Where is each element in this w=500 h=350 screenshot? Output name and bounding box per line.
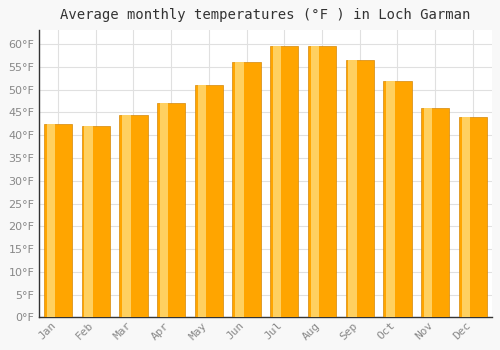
Bar: [346, 60, 374, 317]
Bar: [348, 60, 357, 317]
Bar: [236, 62, 244, 317]
Title: Average monthly temperatures (°F ) in Loch Garman: Average monthly temperatures (°F ) in Lo…: [60, 8, 470, 22]
Bar: [46, 124, 55, 317]
Bar: [384, 80, 411, 317]
Bar: [386, 80, 394, 317]
Bar: [194, 85, 223, 317]
Bar: [424, 108, 432, 317]
Bar: [157, 103, 186, 317]
Bar: [120, 115, 148, 317]
Bar: [122, 115, 130, 317]
Bar: [310, 47, 319, 317]
Bar: [232, 62, 260, 317]
Bar: [308, 47, 336, 317]
Bar: [462, 117, 470, 317]
Bar: [458, 117, 487, 317]
Bar: [198, 85, 206, 317]
Bar: [421, 108, 449, 317]
Bar: [82, 126, 110, 317]
Bar: [160, 103, 168, 317]
Bar: [84, 126, 93, 317]
Bar: [44, 124, 72, 317]
Bar: [273, 47, 281, 317]
Bar: [270, 47, 298, 317]
